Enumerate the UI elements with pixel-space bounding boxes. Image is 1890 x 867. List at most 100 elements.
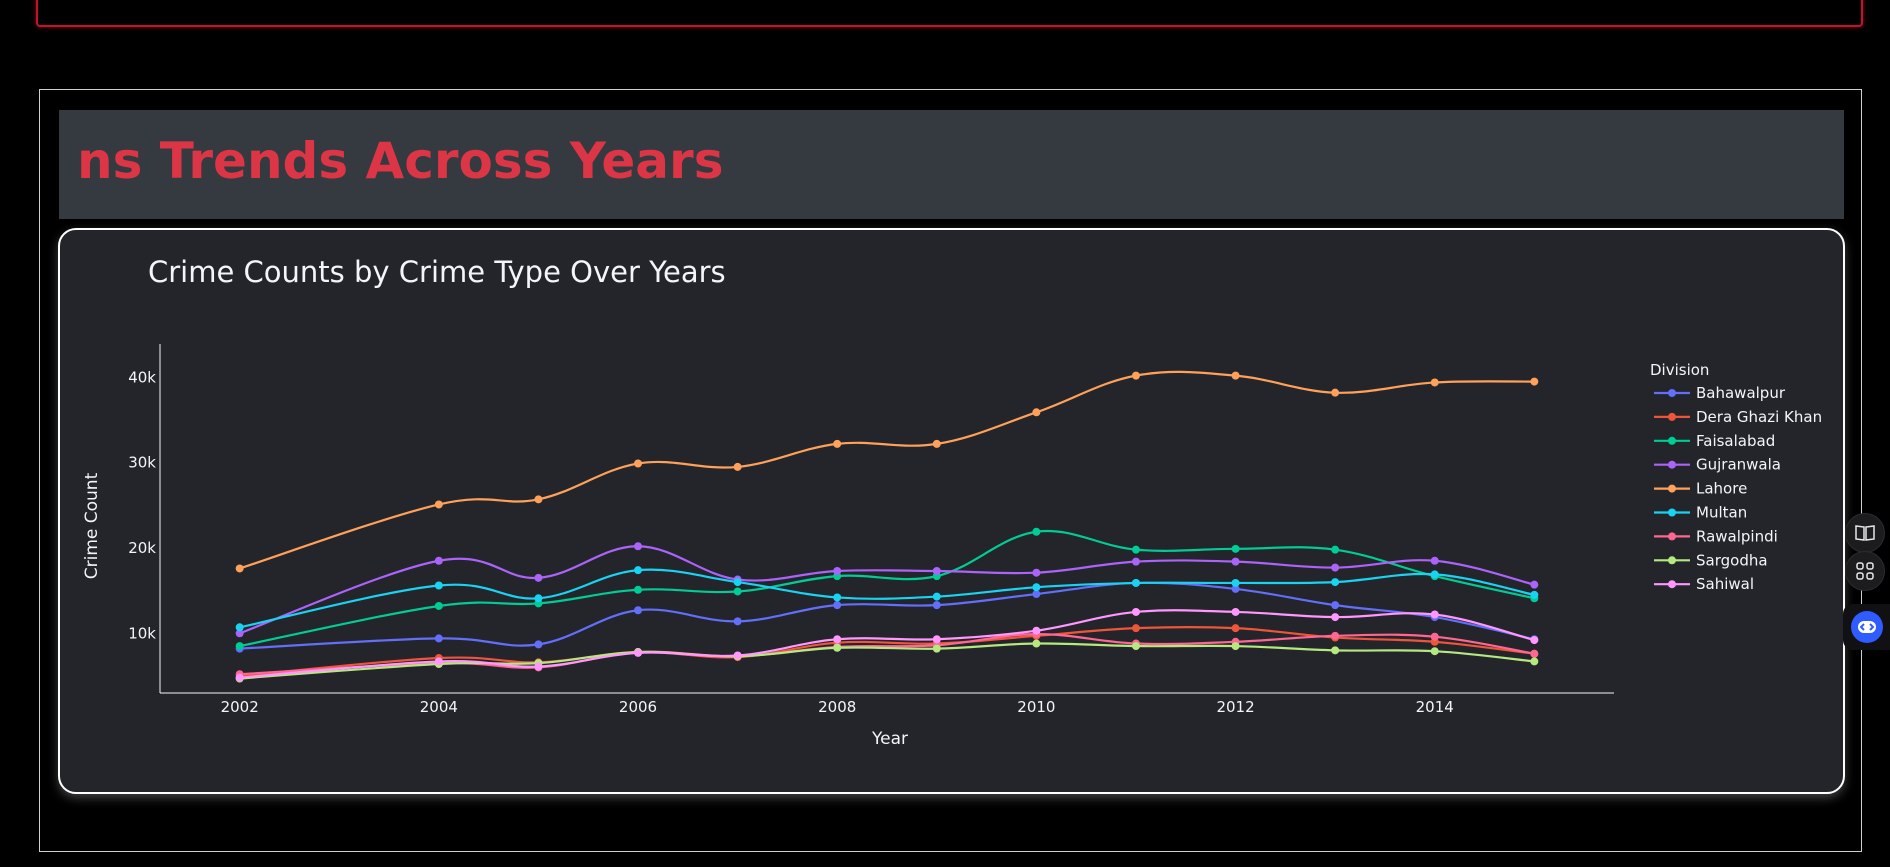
data-point[interactable] xyxy=(1132,579,1140,587)
data-point[interactable] xyxy=(634,586,642,594)
data-point[interactable] xyxy=(634,459,642,467)
series-line[interactable] xyxy=(240,546,1535,633)
series-line[interactable] xyxy=(240,610,1535,677)
legend-item[interactable]: Sargodha xyxy=(1654,551,1768,569)
legend-item[interactable]: Bahawalpur xyxy=(1654,384,1786,402)
data-point[interactable] xyxy=(1530,657,1538,665)
data-point[interactable] xyxy=(236,564,244,572)
data-point[interactable] xyxy=(1331,632,1339,640)
assistant-icon[interactable] xyxy=(1851,611,1883,643)
data-point[interactable] xyxy=(1331,601,1339,609)
series-line[interactable] xyxy=(240,531,1535,646)
legend[interactable]: Division Bahawalpur Dera Ghazi Khan Faisal… xyxy=(1650,361,1822,593)
data-point[interactable] xyxy=(1232,642,1240,650)
data-point[interactable] xyxy=(534,574,542,582)
data-point[interactable] xyxy=(734,463,742,471)
data-point[interactable] xyxy=(734,651,742,659)
data-point[interactable] xyxy=(933,440,941,448)
data-point[interactable] xyxy=(1232,579,1240,587)
data-point[interactable] xyxy=(634,542,642,550)
data-point[interactable] xyxy=(1431,378,1439,386)
data-point[interactable] xyxy=(1530,378,1538,386)
data-point[interactable] xyxy=(933,645,941,653)
data-point[interactable] xyxy=(1331,546,1339,554)
legend-item[interactable]: Rawalpindi xyxy=(1654,527,1778,545)
data-point[interactable] xyxy=(933,567,941,575)
data-point[interactable] xyxy=(634,566,642,574)
data-point[interactable] xyxy=(1032,640,1040,648)
data-point[interactable] xyxy=(1431,633,1439,641)
data-point[interactable] xyxy=(1331,578,1339,586)
data-point[interactable] xyxy=(1431,611,1439,619)
data-point[interactable] xyxy=(734,617,742,625)
data-point[interactable] xyxy=(534,495,542,503)
series-line[interactable] xyxy=(240,634,1535,674)
data-point[interactable] xyxy=(833,635,841,643)
data-point[interactable] xyxy=(1032,408,1040,416)
legend-item[interactable]: Gujranwala xyxy=(1654,456,1781,474)
data-point[interactable] xyxy=(534,640,542,648)
series-dera-ghazi-khan[interactable] xyxy=(236,624,1539,680)
data-point[interactable] xyxy=(1530,581,1538,589)
data-point[interactable] xyxy=(1232,624,1240,632)
data-point[interactable] xyxy=(1032,590,1040,598)
data-point[interactable] xyxy=(1530,591,1538,599)
series-faisalabad[interactable] xyxy=(236,528,1539,650)
data-point[interactable] xyxy=(833,601,841,609)
data-point[interactable] xyxy=(1132,624,1140,632)
data-point[interactable] xyxy=(534,594,542,602)
legend-item[interactable]: Lahore xyxy=(1654,480,1747,498)
legend-item[interactable]: Faisalabad xyxy=(1654,432,1775,450)
data-point[interactable] xyxy=(634,649,642,657)
data-point[interactable] xyxy=(1132,608,1140,616)
data-point[interactable] xyxy=(1232,372,1240,380)
line-chart[interactable]: Crime Counts by Crime Type Over Years Cr… xyxy=(60,230,1845,794)
data-point[interactable] xyxy=(1431,570,1439,578)
data-point[interactable] xyxy=(933,593,941,601)
data-point[interactable] xyxy=(1530,650,1538,658)
data-point[interactable] xyxy=(1132,558,1140,566)
data-point[interactable] xyxy=(1331,613,1339,621)
data-point[interactable] xyxy=(534,663,542,671)
data-point[interactable] xyxy=(1331,646,1339,654)
apps-grid-icon[interactable] xyxy=(1845,551,1885,591)
data-point[interactable] xyxy=(933,635,941,643)
data-point[interactable] xyxy=(833,440,841,448)
data-point[interactable] xyxy=(236,642,244,650)
data-point[interactable] xyxy=(1530,636,1538,644)
data-point[interactable] xyxy=(734,578,742,586)
data-point[interactable] xyxy=(1331,389,1339,397)
legend-item[interactable]: Sahiwal xyxy=(1654,575,1754,593)
book-icon[interactable] xyxy=(1845,513,1885,553)
data-point[interactable] xyxy=(1032,583,1040,591)
data-point[interactable] xyxy=(435,634,443,642)
legend-item[interactable]: Dera Ghazi Khan xyxy=(1654,408,1822,426)
series-multan[interactable] xyxy=(236,566,1539,631)
data-point[interactable] xyxy=(833,593,841,601)
series-sahiwal[interactable] xyxy=(236,608,1539,682)
data-point[interactable] xyxy=(1431,557,1439,565)
data-point[interactable] xyxy=(1032,569,1040,577)
series-line[interactable] xyxy=(240,372,1535,569)
data-point[interactable] xyxy=(435,500,443,508)
data-point[interactable] xyxy=(435,602,443,610)
data-point[interactable] xyxy=(734,587,742,595)
data-point[interactable] xyxy=(435,557,443,565)
legend-item[interactable]: Multan xyxy=(1654,504,1747,522)
data-point[interactable] xyxy=(1132,546,1140,554)
data-point[interactable] xyxy=(1232,545,1240,553)
data-point[interactable] xyxy=(1232,608,1240,616)
series-lahore[interactable] xyxy=(236,372,1539,573)
data-point[interactable] xyxy=(1132,642,1140,650)
data-point[interactable] xyxy=(634,606,642,614)
series-gujranwala[interactable] xyxy=(236,542,1539,637)
data-point[interactable] xyxy=(833,567,841,575)
data-point[interactable] xyxy=(933,601,941,609)
data-point[interactable] xyxy=(1132,372,1140,380)
data-point[interactable] xyxy=(435,582,443,590)
data-point[interactable] xyxy=(1032,528,1040,536)
data-point[interactable] xyxy=(1331,564,1339,572)
data-point[interactable] xyxy=(1032,627,1040,635)
data-point[interactable] xyxy=(1431,647,1439,655)
data-point[interactable] xyxy=(435,657,443,665)
